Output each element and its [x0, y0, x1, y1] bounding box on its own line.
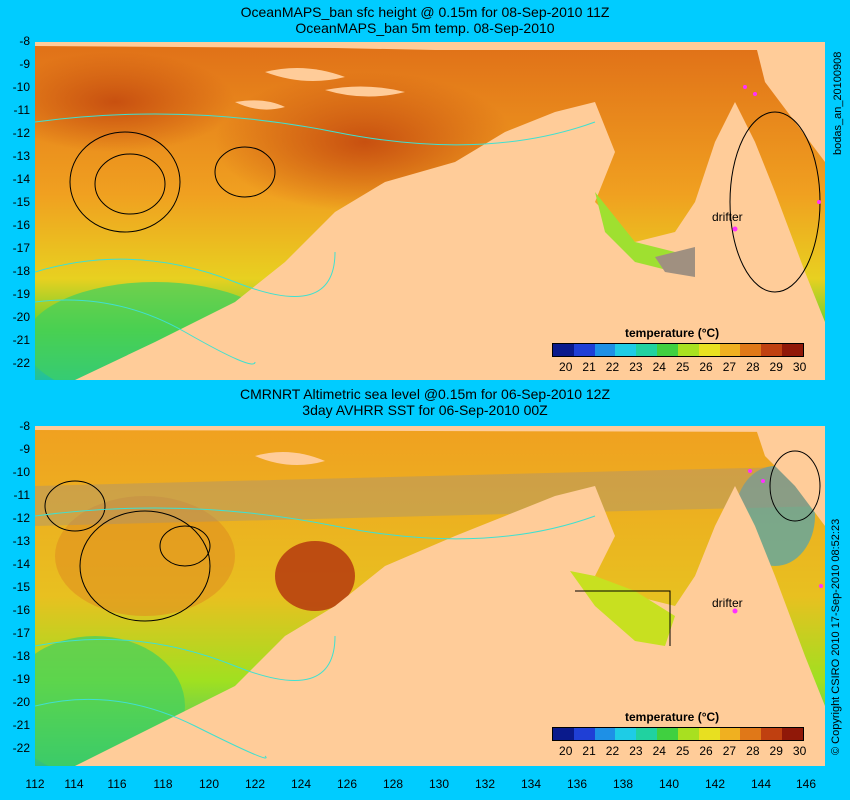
legend-tick: 28: [746, 360, 760, 374]
bottom-legend-ticks: 20 21 22 23 24 25 26 27 28 29 30: [554, 744, 811, 758]
lon-label: 118: [153, 777, 173, 791]
lon-label: 132: [474, 777, 496, 791]
top-legend-title: temperature (°C): [625, 326, 720, 340]
top-lat-label: -14: [12, 172, 30, 186]
bottom-lat-label: -17: [12, 626, 30, 640]
legend-tick: 27: [722, 744, 737, 758]
top-lat-label: -18: [12, 264, 30, 278]
legend-tick: 21: [582, 360, 596, 374]
bottom-lat-label: -22: [12, 741, 30, 755]
top-lat-label: -12: [12, 126, 30, 140]
legend-tick: 24: [652, 360, 666, 374]
new-guinea-landmass: [755, 42, 825, 162]
legend-tick: 26: [699, 360, 713, 374]
top-lat-label: -19: [12, 287, 30, 301]
legend-tick: 20: [559, 744, 573, 758]
lon-label: 134: [520, 777, 542, 791]
bottom-lat-label: -19: [12, 672, 30, 686]
indonesia-landmass: [35, 426, 825, 432]
lon-label: 126: [336, 777, 358, 791]
top-title-line2: OceanMAPS_ban 5m temp. 08-Sep-2010: [295, 20, 555, 36]
bottom-lat-label: -21: [12, 718, 30, 732]
new-guinea-landmass: [755, 426, 825, 526]
legend-tick: 30: [792, 360, 807, 374]
bottom-lat-label: -16: [12, 603, 30, 617]
lon-label: 128: [382, 777, 404, 791]
bottom-map-panel[interactable]: [35, 426, 825, 766]
legend-tick: 26: [699, 744, 713, 758]
legend-tick: 25: [675, 744, 690, 758]
bottom-title-line2: 3day AVHRR SST for 06-Sep-2010 00Z: [302, 402, 548, 418]
lon-label: 136: [566, 777, 588, 791]
bottom-title-line1: CMRNRT Altimetric sea level @0.15m for 0…: [239, 386, 611, 402]
bottom-drifter-label: drifter: [712, 596, 743, 610]
top-lat-label: -22: [12, 356, 30, 370]
legend-tick: 28: [746, 744, 760, 758]
top-legend-colorbar: [552, 343, 804, 357]
lon-label: 142: [704, 777, 726, 791]
top-legend-ticks: 20 21 22 23 24 25 26 27 28 29 30: [554, 360, 811, 374]
lon-label: 130: [428, 777, 450, 791]
top-lat-label: -11: [13, 103, 30, 117]
drifter-marker: [732, 226, 738, 232]
top-lat-label: -9: [19, 57, 30, 71]
top-lat-label: -21: [12, 333, 30, 347]
bottom-lat-label: -9: [19, 442, 30, 456]
indonesia-landmass: [35, 42, 825, 50]
bottom-lat-label: -14: [12, 557, 30, 571]
lon-label: 138: [612, 777, 634, 791]
top-lat-label: -10: [12, 80, 30, 94]
lon-label: 120: [198, 777, 220, 791]
legend-tick: 30: [792, 744, 807, 758]
legend-tick: 20: [559, 360, 573, 374]
legend-tick: 29: [769, 360, 783, 374]
lon-label: 112: [25, 777, 45, 791]
lon-label: 114: [64, 777, 84, 791]
bottom-lat-label: -11: [13, 488, 30, 502]
bottom-lat-label: -10: [12, 465, 30, 479]
bottom-legend-title: temperature (°C): [625, 710, 720, 724]
top-drifter-label: drifter: [712, 210, 743, 224]
top-lat-label: -17: [12, 241, 30, 255]
legend-tick: 29: [769, 744, 783, 758]
lon-label: 124: [290, 777, 312, 791]
top-side-label: bodas_an_20100908: [832, 51, 844, 155]
top-lat-label: -20: [12, 310, 30, 324]
legend-tick: 25: [675, 360, 690, 374]
australia-landmass: [75, 486, 825, 766]
lon-label: 144: [750, 777, 772, 791]
legend-tick: 23: [629, 744, 643, 758]
top-map-panel[interactable]: [35, 42, 825, 380]
bottom-lat-label: -13: [12, 534, 30, 548]
bottom-legend-colorbar: [552, 727, 804, 741]
drifter-marker: [732, 608, 738, 614]
top-lat-label: -16: [12, 218, 30, 232]
australia-landmass: [75, 102, 825, 380]
top-title-line1: OceanMAPS_ban sfc height @ 0.15m for 08-…: [240, 4, 610, 20]
legend-tick: 27: [722, 360, 737, 374]
bottom-lat-label: -20: [12, 695, 30, 709]
copyright-label: © Copyright CSIRO 2010 17-Sep-2010 08:52…: [830, 518, 842, 755]
bottom-lat-label: -12: [12, 511, 30, 525]
legend-tick: 22: [605, 360, 620, 374]
top-lat-label: -8: [19, 34, 30, 48]
legend-tick: 24: [652, 744, 666, 758]
bottom-lat-label: -15: [12, 580, 30, 594]
lon-label: 146: [795, 777, 817, 791]
lon-label: 122: [244, 777, 266, 791]
legend-tick: 22: [605, 744, 620, 758]
top-lat-label: -15: [12, 195, 30, 209]
bottom-map-svg: [35, 426, 825, 766]
bottom-lat-label: -8: [19, 419, 30, 433]
legend-tick: 21: [582, 744, 596, 758]
shelf-area: [655, 247, 695, 277]
top-lat-label: -13: [12, 149, 30, 163]
lon-label: 116: [107, 777, 127, 791]
bottom-lat-label: -18: [12, 649, 30, 663]
top-map-svg: [35, 42, 825, 380]
lon-label: 140: [658, 777, 680, 791]
legend-tick: 23: [629, 360, 643, 374]
